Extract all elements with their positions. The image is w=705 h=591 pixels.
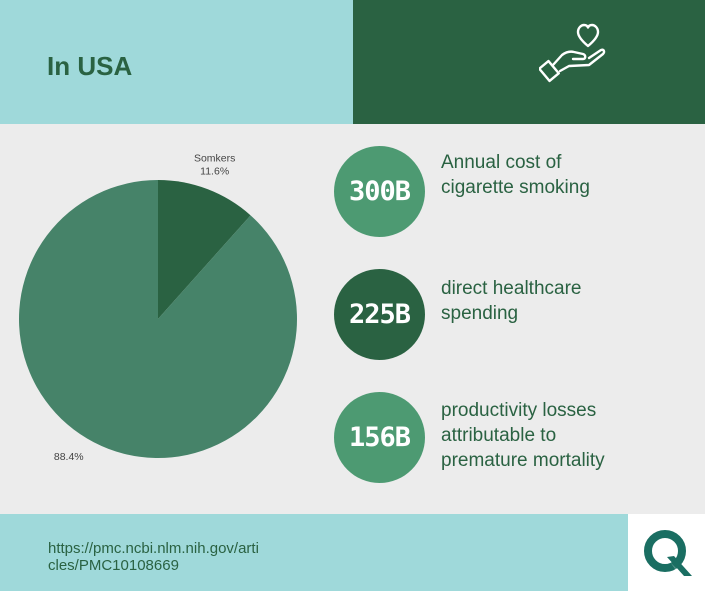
pie-chart: Somkers 11.6% 88.4% [18,152,298,463]
source-line-2: cles/PMC10108669 [48,557,179,574]
stat-circle-healthcare: 225B [334,269,425,360]
page-title: In USA [47,51,133,81]
stat-value-productivity: 156B [348,422,411,453]
stat-circle-annual-cost: 300B [334,146,425,237]
pie-slice-smokers [158,180,251,319]
header-banner [0,0,353,124]
hand-holding-heart-icon [539,23,606,83]
q-logo-icon [644,530,692,576]
slice-value-smokers: 11.6% [200,165,229,177]
pie-slice-non-smokers [18,180,298,459]
footer-logo-panel [628,514,705,591]
stat-circle-productivity: 156B [334,392,425,483]
stat-value-healthcare: 225B [348,299,411,330]
footer-banner [0,514,628,591]
slice-label-smokers: Somkers [194,152,235,164]
stat-text-annual-cost: Annual cost of cigarette smoking [441,152,590,198]
source-link[interactable]: https://pmc.ncbi.nlm.nih.gov/arti cles/P… [48,540,338,574]
stat-text-healthcare: direct healthcare spending [441,278,582,324]
stat-text-productivity: productivity losses attributable to prem… [441,400,605,471]
source-line-1: https://pmc.ncbi.nlm.nih.gov/arti [48,540,259,557]
slice-value-non-smokers: 88.4% [54,451,84,463]
stat-value-annual-cost: 300B [348,176,411,207]
header-icon-panel [353,0,705,124]
